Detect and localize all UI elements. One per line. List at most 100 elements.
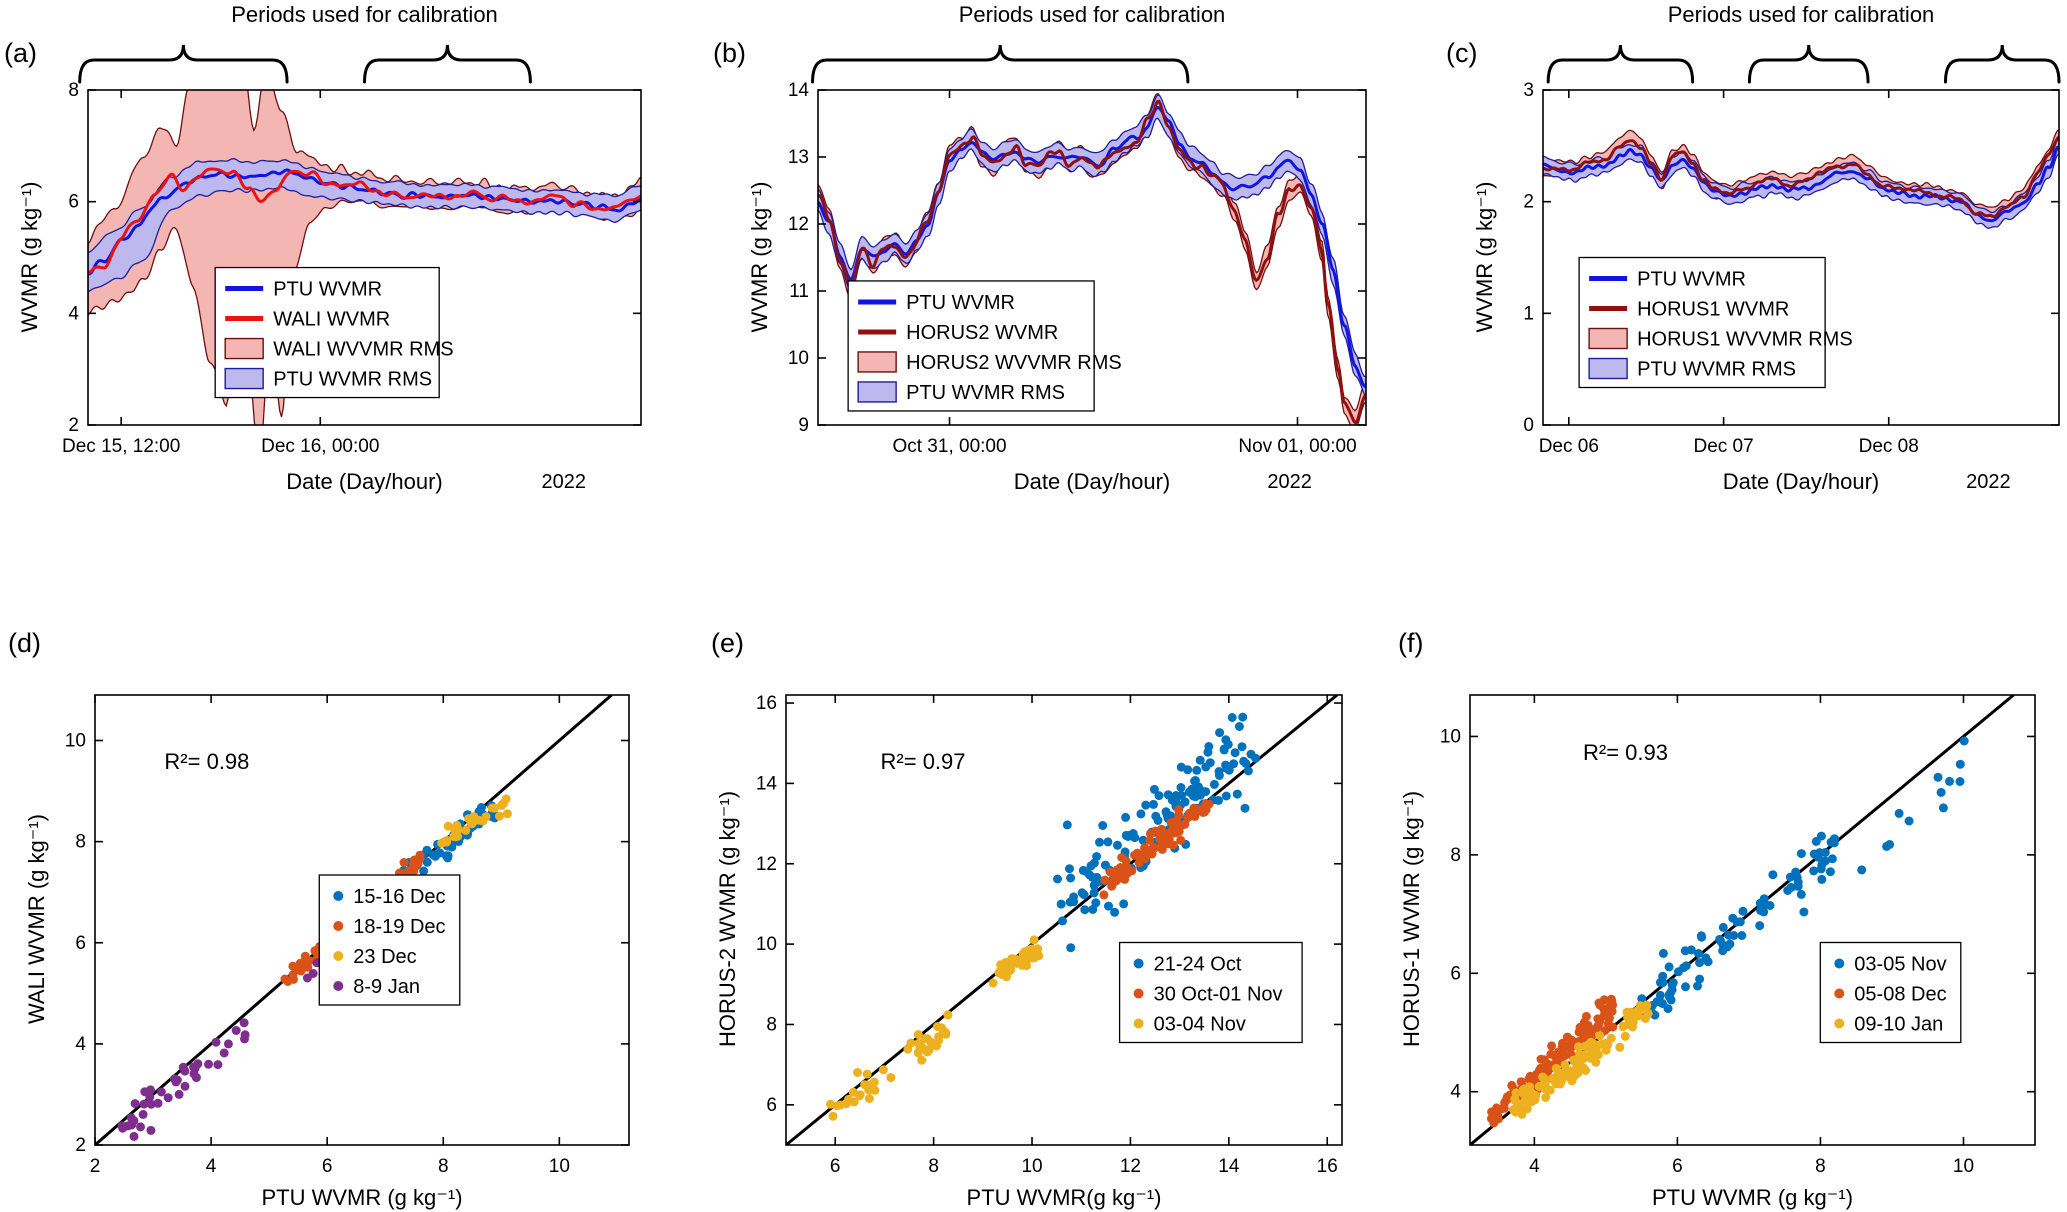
scatter-point [1066,873,1076,883]
scatter-point [288,961,298,971]
scatter-cluster-8-9-jan [117,1018,250,1141]
scatter-point [828,1111,838,1121]
scatter-point [1591,1057,1601,1067]
scatter-point [1664,962,1674,972]
scatter-point [1701,953,1711,963]
legend-patch-swatch [224,367,264,390]
tick-labels: 4 6 8 10 4 6 8 10 [1440,726,1974,1177]
scatter-point [1601,1045,1611,1055]
x-tick-label: Nov 01, 00:00 [1238,436,1356,457]
scatter-point [1121,812,1131,822]
scatter-point [1066,943,1076,953]
tick-labels: 0 1 2 3 Dec 06 Dec 07 Dec 08 [1523,80,1918,457]
scatter-point [920,1034,930,1044]
x-tick-label: 8 [928,1156,939,1177]
panel-label-f: (f) [1398,628,1424,658]
scatter-point [1100,875,1110,885]
calibration-title-c: Periods used for calibration [1667,2,1935,27]
scatter-point [1176,783,1186,792]
scatter-point [1796,849,1806,859]
x-tick-label: 6 [830,1156,841,1177]
scatter-point [1663,1004,1673,1014]
scatter-point [1099,890,1109,900]
scatter-point [1955,777,1965,786]
scatter-point [1157,824,1167,834]
axes-box [1469,694,2036,1146]
legend-label: WALI WVVMR RMS [273,339,453,361]
year-label-b: 2022 [1267,471,1312,493]
scatter-point [487,803,497,813]
scatter-point [1679,963,1689,973]
scatter-point [1737,931,1747,940]
scatter-point [1546,1049,1556,1059]
scatter-point [1526,1096,1536,1106]
scatter-point [1618,1021,1628,1031]
scatter-point [129,1131,139,1141]
scatter-plot-e: 6 8 10 12 14 16 6 8 10 12 14 16 21-24 Oct 30 Oct-01 N… [756,693,1343,1177]
legend-d: 15-16 Dec 18-19 Dec 23 Dec 8-9 Jan [318,874,461,1006]
x-axis-label-f: PTU WVMR (g kg⁻¹) [1651,1185,1854,1210]
legend-dot-swatch [333,921,344,931]
scatter-plot-f: 4 6 8 10 4 6 8 10 03-05 Nov 05-08 Dec 09-10 Jan [1440,694,2036,1177]
scatter-point [240,1034,249,1044]
scatter-point [1541,1093,1551,1102]
scatter-point [1601,1038,1611,1048]
panel-e: 6 8 10 12 14 16 6 8 10 12 14 16 21-24 Oct 30 Oct-01 N… [689,620,1378,1212]
scatter-point [1728,913,1738,923]
scatter-point [443,851,453,861]
x-tick-label: 12 [1120,1156,1141,1177]
scatter-point [451,828,461,838]
legend-label: HORUS1 WVVMR RMS [1637,329,1853,351]
scatter-point [280,974,290,984]
scatter-point [1147,849,1157,859]
scatter-point [1176,762,1186,772]
x-tick-label: Dec 06 [1539,436,1599,457]
scatter-point [1768,870,1778,880]
scatter-point [1640,1013,1650,1023]
legend-dot-swatch [1834,958,1845,969]
timeseries-plot-a: 2 4 6 8 Dec 15, 12:00 Dec 16, 00:00 PTU WVMR WA… [62,44,642,457]
x-tick-label: Dec 08 [1859,436,1919,457]
scatter-point [1628,1017,1638,1027]
panel-b: 9 10 11 12 13 14 Oct 31, 00:00 Nov 01, 00:00 PTU… [689,0,1378,620]
legend-label: PTU WVMR [906,292,1015,314]
scatter-point [1065,864,1074,874]
y-tick-label: 14 [788,80,810,101]
scatter-point [1547,1041,1557,1051]
scatter-point [1188,786,1198,796]
legend-label: 03-04 Nov [1154,1014,1246,1036]
scatter-point [1082,867,1091,877]
legend-patch-swatch [224,337,264,360]
scatter-point [1251,753,1261,763]
scatter-point [1826,837,1836,847]
scatter-point [239,1018,249,1028]
scatter-point [1204,742,1214,751]
scatter-point [1195,755,1205,765]
scatter-point [1192,765,1202,775]
scatter-point [1243,766,1253,776]
y-tick-label: 2 [75,1135,86,1156]
scatter-point [1190,776,1200,785]
scatter-point [474,815,484,825]
x-tick-label: 6 [322,1156,333,1177]
scatter-point [1567,1076,1577,1086]
scatter-point [855,1091,865,1101]
tick-labels: 6 8 10 12 14 16 6 8 10 12 14 16 [756,693,1338,1177]
scatter-point [1604,1013,1614,1023]
scatter-point [1171,798,1180,808]
scatter-point [1098,821,1108,830]
scatter-point [1012,955,1022,965]
scatter-point [1174,805,1184,815]
scatter-point [864,1094,874,1103]
scatter-point [1138,835,1148,845]
scatter-point [1606,1004,1616,1014]
scatter-point [467,819,477,829]
scatter-point [1229,759,1239,769]
legend-label: 8-9 Jan [353,976,420,998]
scatter-point [1825,867,1835,877]
scatter-point [1936,787,1946,797]
scatter-point [1635,1001,1645,1011]
scatter-point [1759,907,1769,917]
x-axis-label-c: Date (Day/hour) [1722,469,1880,494]
scatter-cluster-03-04-nov [826,1010,953,1121]
